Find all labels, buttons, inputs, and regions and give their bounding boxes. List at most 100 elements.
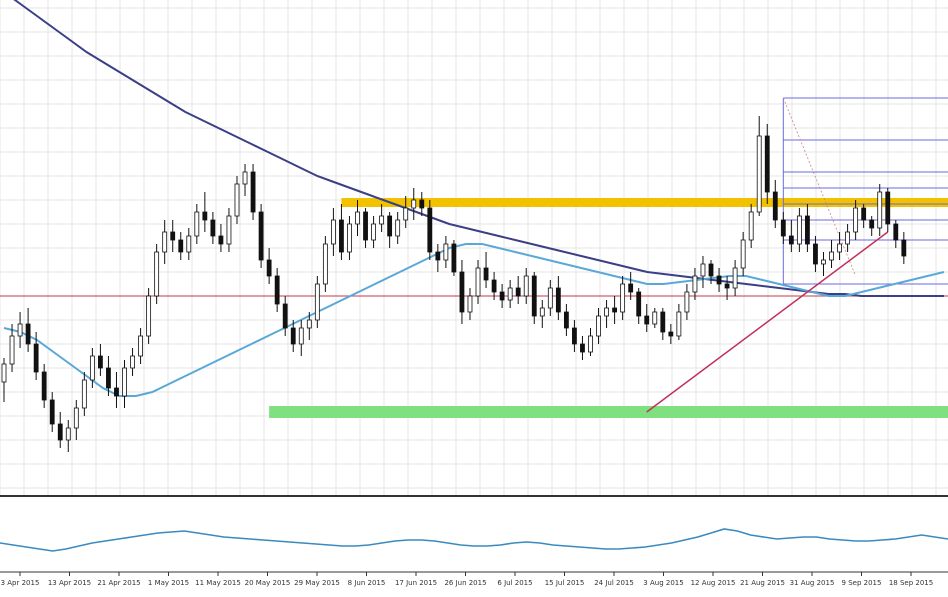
candle-body bbox=[306, 319, 312, 329]
candle-body bbox=[788, 235, 794, 245]
x-tick-label: 21 Aug 2015 bbox=[740, 579, 785, 587]
moving-average-line bbox=[3, 243, 945, 397]
x-tick-label: 11 May 2015 bbox=[195, 579, 241, 587]
candle-body bbox=[274, 275, 280, 305]
candle-body bbox=[114, 387, 119, 397]
candle-body bbox=[724, 283, 730, 289]
candle-body bbox=[347, 223, 352, 253]
candle-body bbox=[435, 251, 441, 261]
candle-body bbox=[829, 251, 834, 261]
candle-body bbox=[202, 211, 208, 221]
candle-body bbox=[242, 171, 248, 185]
candle-body bbox=[298, 327, 304, 345]
x-tick-label: 26 Jun 2015 bbox=[444, 579, 486, 587]
x-tick-label: 9 Sep 2015 bbox=[842, 579, 882, 587]
candle-body bbox=[186, 235, 192, 253]
candle-body bbox=[756, 135, 762, 213]
candle-body bbox=[363, 211, 368, 241]
candle-body bbox=[379, 215, 385, 225]
candle-body bbox=[89, 355, 95, 381]
candle-body bbox=[138, 335, 143, 357]
candle-body bbox=[65, 427, 71, 441]
candle-body bbox=[748, 211, 754, 241]
trendline bbox=[646, 231, 889, 413]
candle-body bbox=[644, 315, 650, 325]
candle-body bbox=[250, 171, 256, 213]
x-axis-ticks: 3 Apr 2015 13 Apr 2015 21 Apr 2015 1 May 20… bbox=[1, 572, 933, 587]
candle-body bbox=[805, 215, 810, 245]
candle-body bbox=[539, 307, 545, 317]
candle-body bbox=[523, 275, 529, 297]
candle-body bbox=[459, 271, 465, 313]
candle-body bbox=[330, 219, 336, 245]
candle-body bbox=[563, 311, 569, 329]
candle-body bbox=[877, 191, 883, 229]
oscillator-line bbox=[0, 528, 948, 552]
candle-body bbox=[178, 239, 184, 253]
candle-body bbox=[596, 315, 601, 337]
candle-body bbox=[419, 199, 425, 209]
candle-body bbox=[853, 207, 859, 233]
candle-body bbox=[387, 215, 393, 237]
candle-body bbox=[515, 287, 521, 297]
candle-body bbox=[122, 367, 127, 397]
candle-body bbox=[660, 311, 666, 333]
x-tick-label: 13 Apr 2015 bbox=[48, 579, 91, 587]
candle-body bbox=[612, 307, 618, 313]
candle-body bbox=[716, 275, 722, 285]
candle-body bbox=[475, 267, 481, 297]
candle-body bbox=[499, 291, 505, 301]
candle-body bbox=[796, 215, 802, 245]
moving-averages bbox=[3, 0, 945, 397]
candle-body bbox=[772, 191, 778, 221]
fib-diagonal bbox=[782, 97, 856, 277]
candle-body bbox=[491, 279, 497, 293]
x-tick-label: 1 May 2015 bbox=[148, 579, 189, 587]
grid-lines bbox=[0, 0, 948, 496]
candle-body bbox=[764, 135, 770, 193]
candle-body bbox=[732, 267, 738, 289]
resistance-band bbox=[341, 198, 948, 207]
candle-body bbox=[813, 243, 818, 265]
candle-body bbox=[893, 223, 899, 241]
x-tick-label: 15 Jul 2015 bbox=[545, 579, 585, 587]
candle-body bbox=[692, 275, 698, 293]
candle-body bbox=[290, 327, 296, 345]
candle-body bbox=[49, 399, 55, 425]
candle-body bbox=[572, 327, 577, 345]
candle-body bbox=[620, 283, 626, 313]
candle-body bbox=[146, 295, 152, 337]
x-tick-label: 3 Aug 2015 bbox=[643, 579, 683, 587]
oscillator-pane bbox=[0, 528, 948, 552]
candle-body bbox=[885, 191, 891, 225]
candle-body bbox=[81, 379, 87, 409]
candle-body bbox=[443, 243, 449, 261]
candle-body bbox=[41, 371, 47, 401]
candle-body bbox=[837, 243, 842, 253]
candle-body bbox=[676, 311, 682, 337]
candle-body bbox=[507, 287, 513, 301]
candle-body bbox=[73, 407, 79, 429]
candle-body bbox=[314, 283, 320, 321]
candle-body bbox=[869, 219, 875, 229]
candle-body bbox=[588, 335, 593, 353]
candle-body bbox=[355, 211, 360, 225]
candle-body bbox=[234, 183, 240, 217]
candle-body bbox=[98, 355, 103, 369]
candle-body bbox=[700, 263, 706, 277]
x-tick-label: 3 Apr 2015 bbox=[1, 579, 40, 587]
trendline-group bbox=[646, 231, 889, 413]
candle-body bbox=[9, 335, 15, 365]
moving-average-line bbox=[13, 0, 944, 297]
candle-body bbox=[154, 251, 160, 297]
x-tick-label: 6 Jul 2015 bbox=[497, 579, 532, 587]
candle-body bbox=[780, 219, 786, 237]
candle-body bbox=[411, 199, 417, 209]
candle-body bbox=[1, 363, 7, 383]
candle-body bbox=[580, 343, 585, 353]
candle-body bbox=[531, 275, 537, 317]
fibonacci-levels bbox=[782, 97, 948, 285]
candle-body bbox=[106, 367, 111, 389]
candle-body bbox=[25, 323, 31, 345]
